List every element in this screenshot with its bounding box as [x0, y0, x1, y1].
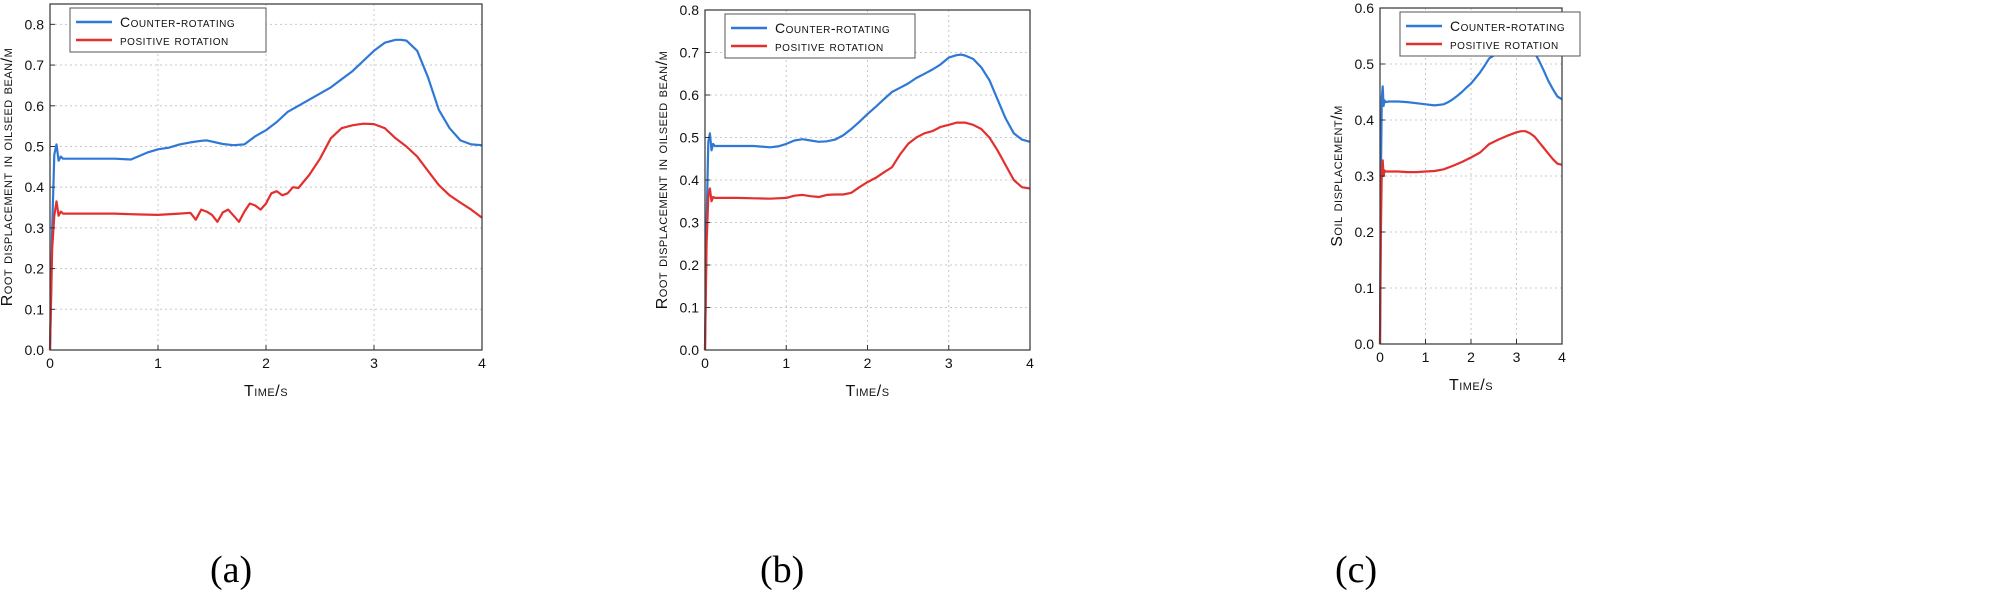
- series-line-counter-rotating: [48, 38, 483, 351]
- y-tick-label: 0.2: [1355, 224, 1375, 240]
- series-line-counter-rotating: [703, 53, 1031, 351]
- x-tick-label: 3: [1513, 349, 1521, 365]
- caption-a: (a): [210, 549, 253, 591]
- chart-c: 0 1 2 3 4 0.0 0.1 0.2 0.3 0.4 0.5 0.6 Time/s Soil dis…: [1329, 0, 1581, 394]
- x-tick-label: 3: [370, 355, 378, 371]
- chart-b: 0 1 2 3 4 0.0 0.1 0.2 0.3 0.4 0.5 0.6 0.7 0.8 Time/s Ro…: [654, 2, 1034, 400]
- x-tick-label: 4: [1558, 349, 1566, 365]
- x-tick-label: 4: [478, 355, 486, 371]
- x-tick-label: 0: [46, 355, 54, 371]
- x-axis-label: Time/s: [244, 383, 288, 400]
- x-tick-label: 0: [1376, 349, 1384, 365]
- y-tick-label: 0.4: [1355, 112, 1375, 128]
- y-tick-label: 0.8: [25, 16, 45, 32]
- y-tick-label: 0.0: [1355, 336, 1375, 352]
- y-tick-label: 0.1: [25, 301, 45, 317]
- y-tick-label: 0.4: [25, 179, 45, 195]
- x-tick-label: 2: [864, 355, 872, 371]
- chart-panel-a: 0 1 2 3 4 0.0 0.1 0.2 0.3 0.4 0.5 0.6 0.7 0.8 Time/s Ro…: [0, 0, 640, 610]
- y-tick-label: 0.6: [1355, 0, 1375, 16]
- y-tick-label: 0.7: [680, 45, 700, 61]
- legend-label: positive rotation: [120, 32, 229, 48]
- x-axis-label: Time/s: [845, 383, 889, 400]
- chart-a: 0 1 2 3 4 0.0 0.1 0.2 0.3 0.4 0.5 0.6 0.7 0.8 Time/s Ro…: [0, 3, 486, 400]
- legend-label: positive rotation: [775, 38, 884, 54]
- legend-label: Counter-rotating: [775, 20, 890, 36]
- y-tick-label: 0.6: [25, 98, 45, 114]
- legend-label: positive rotation: [1450, 36, 1559, 52]
- legend: Counter-rotating positive rotation: [724, 13, 916, 59]
- x-tick-label: 1: [782, 355, 790, 371]
- y-tick-label: 0.3: [680, 215, 700, 231]
- legend-label: Counter-rotating: [1450, 18, 1565, 34]
- x-tick-label: 1: [1422, 349, 1430, 365]
- y-tick-label: 0.8: [680, 2, 700, 18]
- legend-box: [1399, 11, 1581, 57]
- y-tick-label: 0.3: [1355, 168, 1375, 184]
- y-tick-label: 0.2: [680, 257, 700, 273]
- y-axis-label: Soil displacement/m: [1329, 105, 1346, 247]
- y-tick-label: 0.5: [680, 130, 700, 146]
- y-tick-label: 0.6: [680, 87, 700, 103]
- y-tick-label: 0.1: [1355, 280, 1375, 296]
- grid: [704, 9, 1031, 351]
- y-axis-label: Root displacement in oilseed bean/m: [654, 51, 671, 310]
- y-axis-label: Root displacement in oilseed bean/m: [0, 48, 16, 307]
- x-tick-label: 4: [1026, 355, 1034, 371]
- legend-box: [69, 7, 267, 53]
- x-tick-label: 0: [701, 355, 709, 371]
- caption-b: (b): [760, 549, 805, 591]
- x-tick-label: 2: [1467, 349, 1475, 365]
- y-tick-label: 0.3: [25, 220, 45, 236]
- x-tick-label: 2: [262, 355, 270, 371]
- x-tick-label: 3: [945, 355, 953, 371]
- chart-panel-c: 0 1 2 3 4 0.0 0.1 0.2 0.3 0.4 0.5 0.6 Time/s Soil dis…: [1329, 0, 1980, 610]
- y-tick-label: 0.4: [680, 172, 700, 188]
- legend: Counter-rotating positive rotation: [69, 7, 267, 53]
- y-tick-label: 0.5: [25, 138, 45, 154]
- series-line-positive-rotation: [703, 121, 1031, 351]
- series-line-positive-rotation: [1378, 130, 1563, 345]
- series-line-positive-rotation: [48, 122, 483, 351]
- chart-panel-b: 0 1 2 3 4 0.0 0.1 0.2 0.3 0.4 0.5 0.6 0.7 0.8 Time/s Ro…: [654, 0, 1300, 610]
- legend: Counter-rotating positive rotation: [1399, 11, 1581, 57]
- y-tick-label: 0.2: [25, 261, 45, 277]
- y-tick-label: 0.0: [680, 342, 700, 358]
- y-tick-label: 0.1: [680, 300, 700, 316]
- y-tick-label: 0.5: [1355, 56, 1375, 72]
- y-tick-label: 0.7: [25, 57, 45, 73]
- legend-label: Counter-rotating: [120, 14, 235, 30]
- grid: [1379, 7, 1563, 345]
- caption-c: (c): [1335, 549, 1378, 591]
- x-tick-label: 1: [154, 355, 162, 371]
- grid: [49, 4, 483, 351]
- y-tick-label: 0.0: [25, 342, 45, 358]
- legend-box: [724, 13, 916, 59]
- x-axis-label: Time/s: [1449, 377, 1493, 394]
